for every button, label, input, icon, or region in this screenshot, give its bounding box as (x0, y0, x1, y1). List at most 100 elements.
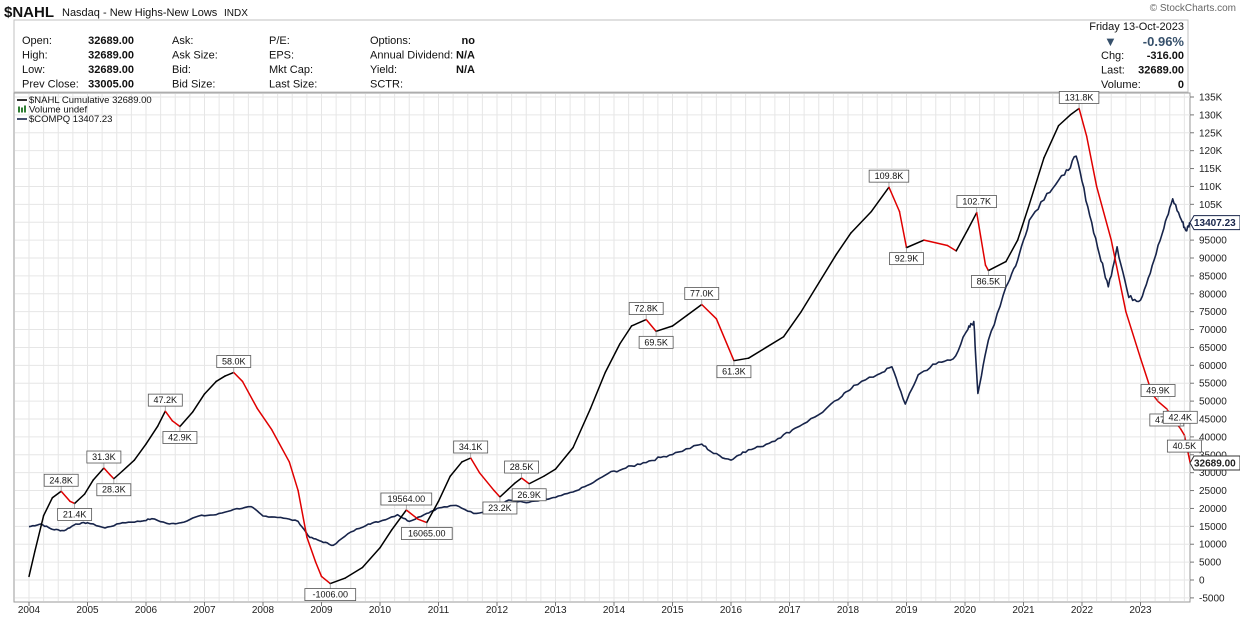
y-tick-label: 130K (1199, 110, 1223, 121)
nahl-series-segment (361, 547, 381, 569)
quote-field-label: Low: (22, 64, 45, 76)
nahl-series-segment (898, 210, 908, 249)
x-tick-label: 2012 (486, 605, 509, 616)
x-tick-label: 2023 (1129, 605, 1152, 616)
quote-field-label: SCTR: (370, 79, 403, 91)
nahl-series-segment (314, 561, 323, 578)
annotation-label: 16065.00 (408, 529, 446, 539)
quote-field-label: Ask: (172, 35, 193, 47)
quote-field-value: 32689.00 (88, 35, 134, 47)
annotation-box (453, 440, 489, 454)
nahl-series-segment (984, 264, 990, 272)
annotation-label: 19564.00 (388, 494, 426, 504)
volume-bars-icon (18, 106, 20, 113)
nahl-series-segment (390, 509, 408, 531)
nahl-series-segment (1125, 310, 1142, 359)
nahl-series-segment (437, 475, 451, 503)
annotation-label: 34.1K (459, 442, 483, 452)
annotation-label: 21.4K (63, 509, 87, 519)
nahl-series-segment (782, 310, 802, 338)
nahl-series-segment (192, 393, 206, 413)
x-tick-label: 2004 (18, 605, 41, 616)
quote-field-value: 32689.00 (88, 64, 134, 76)
x-tick-label: 2013 (544, 605, 567, 616)
nahl-series-segment (449, 461, 463, 477)
annotation-box (216, 355, 252, 368)
annotation-box (684, 287, 720, 300)
nahl-series-segment (145, 425, 159, 445)
nahl-series-segment (967, 211, 978, 231)
quote-fields: Open: 32689.00 High: 32689.00 Low: 32689.00 Pr… (22, 35, 475, 91)
nahl-series-segment (379, 529, 393, 549)
legend-entry: $COMPQ 13407.23 (29, 114, 112, 125)
nahl-series-segment (1157, 400, 1168, 410)
y-tick-label: 70000 (1199, 325, 1227, 336)
nahl-series-segment (73, 493, 86, 505)
nahl-series-segment (83, 479, 95, 495)
nahl-series-segment (589, 371, 606, 410)
nahl-series-segment (619, 325, 633, 345)
nahl-series-segment (987, 260, 1007, 272)
nahl-series-segment (905, 239, 925, 249)
nahl-series-segment (461, 457, 472, 463)
nahl-series-segment (645, 318, 657, 333)
quote-field-label: Mkt Cap: (269, 64, 313, 76)
nahl-series-segment (306, 536, 317, 563)
right-quote-fields: Chg: -316.00 Last: 32689.00 Volume: 0 (1101, 50, 1184, 91)
y-tick-label: 85000 (1199, 271, 1227, 282)
nahl-series-segment (28, 550, 36, 578)
right-field-label: Last: (1101, 65, 1125, 77)
quote-field-value: 33005.00 (88, 79, 134, 91)
annotation-box (162, 431, 198, 444)
right-field-value: 32689.00 (1138, 65, 1184, 77)
annotation-label: 23.2K (488, 503, 512, 513)
nahl-series-segment (493, 489, 501, 498)
quote-field-value: N/A (456, 50, 475, 62)
nahl-series-segment (1095, 185, 1112, 241)
nahl-series-segment (203, 380, 217, 395)
nahl-series-segment (572, 407, 592, 449)
annotation-box (511, 488, 547, 502)
quote-field-value: 32689.00 (88, 50, 134, 62)
annotation-label: 58.0K (222, 356, 246, 366)
quote-date: Friday 13-Oct-2023 (1089, 21, 1184, 33)
security-name: Nasdaq - New Highs-New Lows (62, 7, 218, 19)
y-tick-label: 105K (1199, 200, 1223, 211)
y-tick-label: -5000 (1199, 593, 1225, 604)
quote-field-label: Yield: (370, 64, 397, 76)
compq-last-value: 13407.23 (1194, 218, 1236, 229)
nahl-series-segment (426, 500, 440, 524)
nahl-series-segment (288, 461, 299, 492)
quote-field-label: EPS: (269, 50, 294, 62)
nahl-series-segment (171, 420, 181, 428)
y-tick-label: 55000 (1199, 379, 1227, 390)
quote-field-label: Options: (370, 35, 411, 47)
nahl-series-segment (344, 566, 364, 579)
down-arrow-icon: ▼ (1104, 34, 1117, 49)
quote-field-label: Open: (22, 35, 52, 47)
nahl-series-segment (297, 489, 308, 538)
y-tick-label: 15000 (1199, 522, 1227, 533)
annotation-box (716, 365, 752, 379)
nahl-series-segment (975, 211, 987, 266)
y-axis-ticks: 135K130K125K120K115K110K105K100K95000900… (1190, 93, 1227, 604)
annotation-label: 28.3K (102, 485, 126, 495)
annotation-label: 77.0K (690, 289, 714, 299)
nahl-series-segment (765, 335, 785, 349)
nahl-series-segment (469, 457, 481, 474)
nahl-series-segment (1179, 427, 1186, 436)
nahl-series-segment (835, 232, 852, 256)
nahl-series-segment (715, 318, 735, 362)
header: $NAHL Nasdaq - New Highs-New Lows INDX ©… (4, 3, 1236, 93)
nahl-series-segment (1057, 114, 1072, 127)
nahl-series-segment (69, 500, 76, 505)
nahl-series-segment (103, 467, 111, 476)
annotation-box (956, 195, 997, 208)
annotation-label: 109.8K (875, 171, 904, 181)
right-field-label: Volume: (1101, 79, 1141, 91)
compq-series-line (28, 155, 1191, 547)
x-tick-label: 2005 (76, 605, 99, 616)
annotation-label: 131.8K (1065, 92, 1094, 102)
nahl-series-segment (850, 210, 873, 234)
